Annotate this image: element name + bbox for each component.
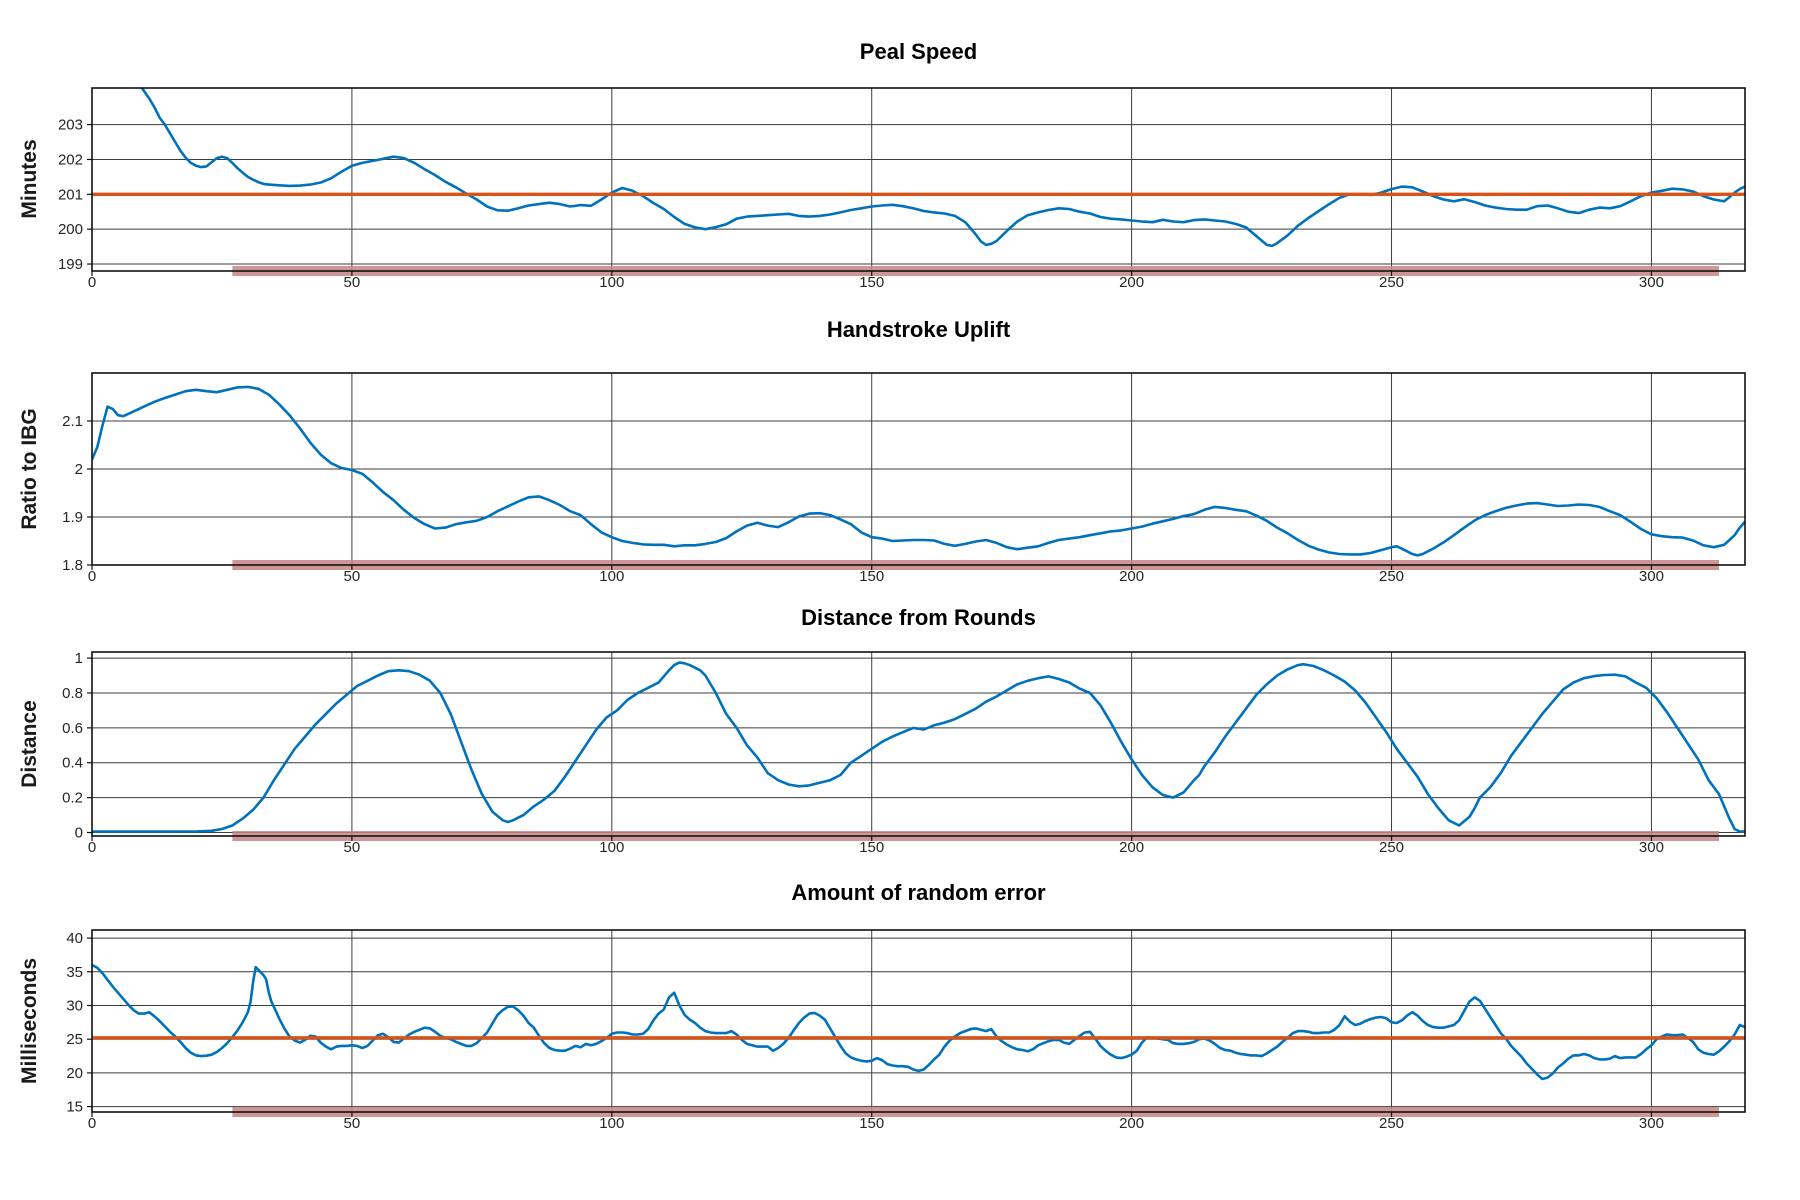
- x-tick-label: 150: [859, 568, 884, 585]
- data-line-handstroke-uplift-ratio: [92, 385, 1745, 557]
- x-tick-label: 50: [344, 274, 361, 291]
- y-tick-label: 1.8: [62, 557, 83, 574]
- y-tick-label: 0.8: [62, 685, 83, 702]
- x-tick-label: 0: [88, 274, 96, 291]
- x-tick-label: 0: [88, 1115, 96, 1132]
- x-tick-label: 0: [88, 839, 96, 856]
- x-tick-label: 200: [1119, 274, 1144, 291]
- y-tick-label: 1: [75, 650, 83, 667]
- y-tick-label: 25: [66, 1031, 83, 1048]
- x-tick-label: 150: [859, 1115, 884, 1132]
- y-tick-label: 0.4: [62, 755, 83, 772]
- x-tick-label: 50: [344, 1115, 361, 1132]
- x-tick-label: 50: [344, 839, 361, 856]
- y-tick-label: 2: [75, 461, 83, 478]
- chart-3-plot: 0 50 100 150 200 250 300 0 0.2 0.4 0.6 0.8 1: [62, 650, 1746, 856]
- axes-border: [91, 651, 1746, 837]
- y-tick-label: 0.2: [62, 790, 83, 807]
- x-tick-label: 0: [88, 568, 96, 585]
- chart-4-plot: 0 50 100 150 200 250 300 15 20 25 30 35 40: [66, 929, 1746, 1132]
- chart-3-title: Distance from Rounds: [801, 605, 1036, 630]
- chart-4-title: Amount of random error: [791, 880, 1046, 905]
- y-tick-label: 202: [58, 151, 83, 168]
- x-tick-label: 250: [1379, 839, 1404, 856]
- y-tick-label: 35: [66, 964, 83, 981]
- x-tick-label: 150: [859, 274, 884, 291]
- x-tick-label: 300: [1639, 568, 1664, 585]
- data-line-distance-from-rounds: [92, 661, 1745, 833]
- x-tick-label: 200: [1119, 839, 1144, 856]
- x-tick-label: 100: [599, 1115, 624, 1132]
- y-tick-label: 40: [66, 930, 83, 947]
- y-tick-label: 20: [66, 1065, 83, 1082]
- y-tick-label: 201: [58, 186, 83, 203]
- chart-2-plot: 0 50 100 150 200 250 300 1.8 1.9 2 2.1: [62, 372, 1746, 585]
- x-tick-label: 200: [1119, 1115, 1144, 1132]
- x-tick-label: 200: [1119, 568, 1144, 585]
- data-line-peal-speed-minutes: [140, 88, 1745, 248]
- axes-border: [91, 929, 1746, 1113]
- x-tick-label: 300: [1639, 274, 1664, 291]
- y-tick-label: 199: [58, 256, 83, 273]
- chart-2-title: Handstroke Uplift: [826, 317, 1011, 342]
- axes-border: [91, 87, 1746, 272]
- chart-1-plot: 0 50 100 150 200 250 300 199 200 201 202 203: [58, 87, 1746, 291]
- x-tick-label: 250: [1379, 568, 1404, 585]
- y-tick-label: 203: [58, 117, 83, 134]
- x-tick-label: 300: [1639, 839, 1664, 856]
- y-tick-label: 1.9: [62, 509, 83, 526]
- data-line-random-error-milliseconds: [92, 963, 1745, 1081]
- x-tick-label: 250: [1379, 274, 1404, 291]
- x-tick-label: 100: [599, 568, 624, 585]
- y-tick-label: 200: [58, 221, 83, 238]
- x-tick-label: 100: [599, 274, 624, 291]
- y-tick-label: 0.6: [62, 720, 83, 737]
- x-tick-label: 150: [859, 839, 884, 856]
- x-tick-label: 300: [1639, 1115, 1664, 1132]
- chart-1-title: Peal Speed: [859, 39, 978, 64]
- x-tick-label: 250: [1379, 1115, 1404, 1132]
- y-tick-label: 15: [66, 1099, 83, 1116]
- y-tick-label: 2.1: [62, 413, 83, 430]
- axes-border: [91, 372, 1746, 566]
- x-tick-label: 50: [344, 568, 361, 585]
- x-tick-label: 100: [599, 839, 624, 856]
- y-tick-label: 0: [75, 825, 83, 842]
- y-tick-label: 30: [66, 997, 83, 1014]
